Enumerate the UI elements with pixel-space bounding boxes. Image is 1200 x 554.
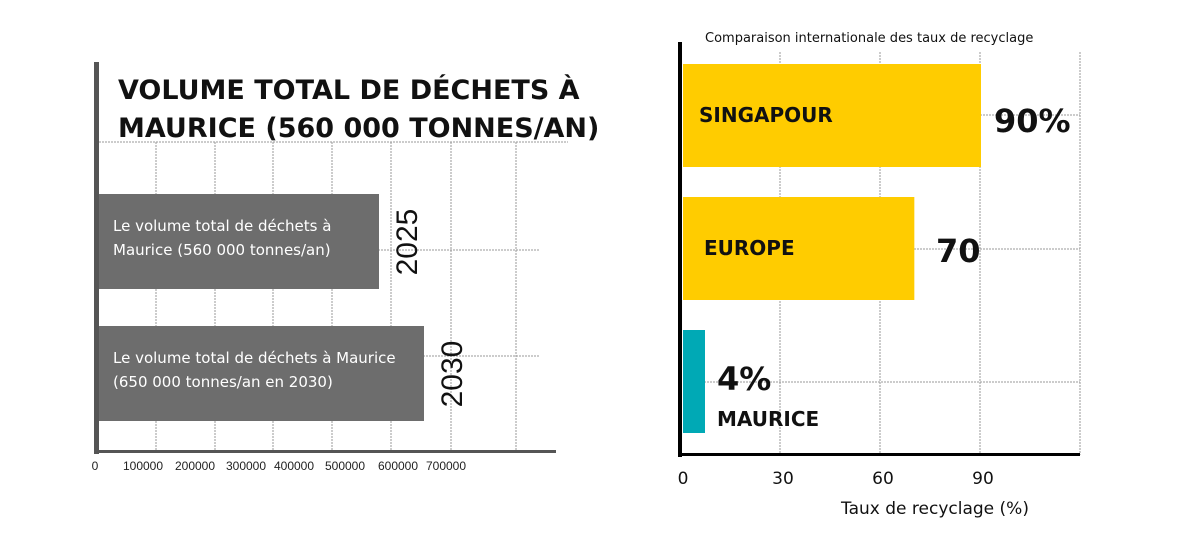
category-label: 2025 bbox=[391, 209, 424, 276]
category-label: 2030 bbox=[436, 341, 469, 408]
bar-2030 bbox=[99, 326, 424, 421]
bar-label: Le volume total de déchets à bbox=[113, 217, 331, 235]
x-tick-label: 0 bbox=[92, 459, 99, 473]
x-tick-label: 30 bbox=[772, 469, 794, 489]
x-tick-label: 400000 bbox=[274, 459, 314, 473]
x-axis bbox=[96, 450, 556, 453]
chart-title: Comparaison internationale des taux de r… bbox=[705, 31, 1033, 46]
x-tick-label: 300000 bbox=[226, 459, 266, 473]
y-axis bbox=[678, 42, 682, 457]
chart-title: MAURICE (560 000 TONNES/AN) bbox=[118, 113, 599, 144]
x-tick-label: 500000 bbox=[325, 459, 365, 473]
x-axis-label: Taux de recyclage (%) bbox=[840, 499, 1029, 519]
category-label: MAURICE bbox=[717, 407, 819, 431]
bar-label: (650 000 tonnes/an en 2030) bbox=[113, 373, 333, 391]
bar-singapour bbox=[683, 64, 981, 167]
x-tick-label: 200000 bbox=[175, 459, 215, 473]
value-label: 70 bbox=[936, 232, 981, 270]
waste-volume-chart: VOLUME TOTAL DE DÉCHETS À MAURICE (560 00… bbox=[92, 62, 599, 473]
x-tick-label: 600000 bbox=[378, 459, 418, 473]
bar-2025 bbox=[99, 194, 379, 289]
category-label: SINGAPOUR bbox=[699, 103, 833, 127]
bar-maurice bbox=[683, 330, 705, 433]
y-axis bbox=[94, 62, 99, 454]
x-axis bbox=[678, 453, 1080, 456]
x-tick-label: 100000 bbox=[123, 459, 163, 473]
x-tick-label: 60 bbox=[872, 469, 894, 489]
category-label: EUROPE bbox=[704, 236, 795, 260]
bar-label: Maurice (560 000 tonnes/an) bbox=[113, 241, 331, 259]
chart-title: VOLUME TOTAL DE DÉCHETS À bbox=[118, 74, 580, 106]
bar-label: Le volume total de déchets à Maurice bbox=[113, 349, 396, 367]
x-tick-label: 0 bbox=[678, 469, 689, 489]
value-label: 90% bbox=[994, 102, 1071, 140]
x-tick-label: 700000 bbox=[426, 459, 466, 473]
bar-europe bbox=[683, 197, 915, 300]
x-tick-label: 90 bbox=[972, 469, 994, 489]
value-label: 4% bbox=[717, 360, 771, 398]
